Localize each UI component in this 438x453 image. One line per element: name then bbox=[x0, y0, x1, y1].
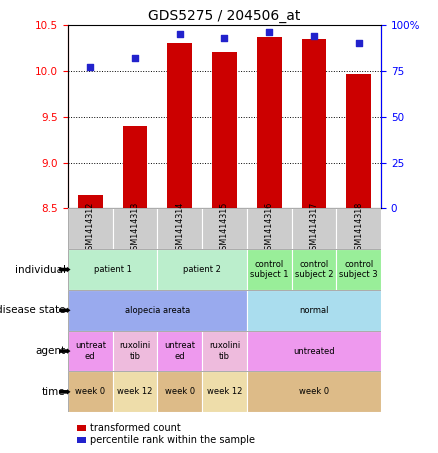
Bar bbox=[202, 331, 247, 371]
Text: GSM1414317: GSM1414317 bbox=[310, 202, 318, 255]
Point bbox=[131, 54, 138, 62]
Bar bbox=[247, 331, 381, 371]
Bar bbox=[113, 371, 157, 412]
Bar bbox=[346, 73, 371, 208]
Point bbox=[176, 30, 183, 38]
Bar bbox=[302, 39, 326, 208]
Bar bbox=[68, 208, 113, 249]
Bar bbox=[113, 331, 157, 371]
Text: week 0: week 0 bbox=[75, 387, 105, 396]
Bar bbox=[212, 53, 237, 208]
Text: patient 2: patient 2 bbox=[183, 265, 221, 274]
Bar bbox=[336, 249, 381, 290]
Point bbox=[355, 39, 362, 47]
Text: GSM1414314: GSM1414314 bbox=[175, 202, 184, 255]
Bar bbox=[202, 371, 247, 412]
Bar bbox=[68, 290, 247, 331]
Bar bbox=[78, 195, 102, 208]
Text: agent: agent bbox=[35, 346, 66, 356]
Bar bbox=[123, 126, 147, 208]
Text: week 12: week 12 bbox=[207, 387, 242, 396]
Text: untreated: untreated bbox=[293, 347, 335, 356]
Bar bbox=[68, 249, 157, 290]
Text: alopecia areata: alopecia areata bbox=[125, 306, 190, 315]
Bar bbox=[167, 43, 192, 208]
Text: ruxolini
tib: ruxolini tib bbox=[120, 342, 151, 361]
Bar bbox=[292, 208, 336, 249]
Text: untreat
ed: untreat ed bbox=[164, 342, 195, 361]
Text: individual: individual bbox=[15, 265, 66, 275]
Text: disease state: disease state bbox=[0, 305, 66, 315]
Text: normal: normal bbox=[299, 306, 328, 315]
Point bbox=[311, 32, 318, 39]
Text: control
subject 2: control subject 2 bbox=[295, 260, 333, 279]
Text: control
subject 3: control subject 3 bbox=[339, 260, 378, 279]
Bar bbox=[257, 37, 282, 208]
Bar bbox=[247, 208, 292, 249]
Bar bbox=[157, 208, 202, 249]
Text: GSM1414312: GSM1414312 bbox=[86, 202, 95, 255]
Text: week 0: week 0 bbox=[165, 387, 195, 396]
Text: week 0: week 0 bbox=[299, 387, 329, 396]
Bar bbox=[247, 290, 381, 331]
Text: week 12: week 12 bbox=[117, 387, 153, 396]
Text: GSM1414313: GSM1414313 bbox=[131, 202, 139, 255]
Bar bbox=[157, 249, 247, 290]
Text: GSM1414315: GSM1414315 bbox=[220, 202, 229, 255]
Point bbox=[221, 34, 228, 41]
Text: time: time bbox=[42, 387, 66, 397]
Title: GDS5275 / 204506_at: GDS5275 / 204506_at bbox=[148, 9, 300, 23]
Point bbox=[266, 29, 273, 36]
Bar bbox=[157, 331, 202, 371]
Text: control
subject 1: control subject 1 bbox=[250, 260, 289, 279]
Bar bbox=[157, 371, 202, 412]
Text: untreat
ed: untreat ed bbox=[75, 342, 106, 361]
Text: ruxolini
tib: ruxolini tib bbox=[209, 342, 240, 361]
Bar bbox=[113, 208, 157, 249]
Text: transformed count: transformed count bbox=[90, 423, 180, 433]
Bar bbox=[202, 208, 247, 249]
Bar bbox=[247, 371, 381, 412]
Bar bbox=[247, 249, 292, 290]
Bar bbox=[336, 208, 381, 249]
Text: percentile rank within the sample: percentile rank within the sample bbox=[90, 435, 255, 445]
Bar bbox=[292, 249, 336, 290]
Text: patient 1: patient 1 bbox=[94, 265, 131, 274]
Bar bbox=[68, 371, 113, 412]
Text: GSM1414318: GSM1414318 bbox=[354, 202, 363, 255]
Text: GSM1414316: GSM1414316 bbox=[265, 202, 274, 255]
Bar bbox=[68, 331, 113, 371]
Point bbox=[87, 63, 94, 71]
